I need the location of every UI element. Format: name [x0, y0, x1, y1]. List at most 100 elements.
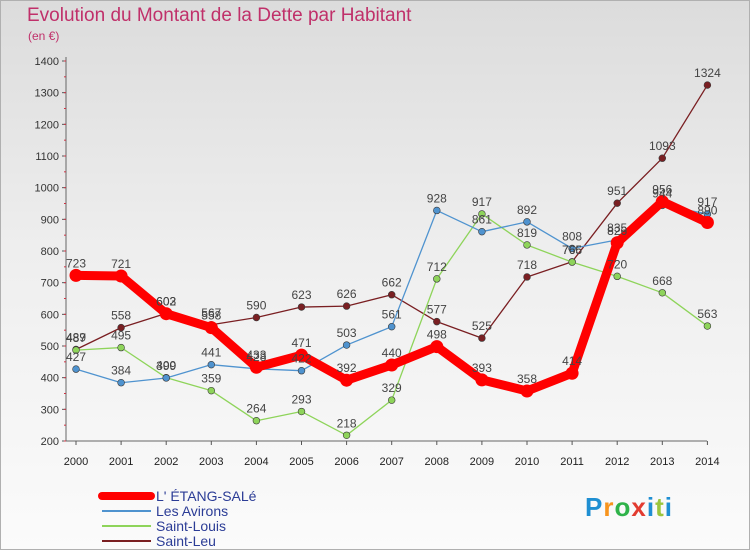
- data-label: 766: [562, 243, 582, 257]
- data-point: [568, 258, 576, 266]
- data-point: [613, 199, 621, 207]
- data-point: [342, 302, 351, 310]
- data-point: [117, 323, 125, 332]
- y-tick-label: 300: [41, 404, 59, 416]
- data-point: [159, 307, 173, 321]
- data-label: 826: [607, 224, 627, 238]
- data-label: 917: [697, 195, 717, 209]
- y-tick-label: 500: [41, 341, 59, 353]
- data-label: 956: [652, 183, 672, 197]
- data-point: [568, 244, 576, 253]
- data-point: [388, 322, 396, 331]
- data-label: 819: [517, 226, 537, 240]
- data-label: 563: [697, 307, 717, 321]
- data-point: [295, 348, 308, 362]
- x-tick-label: 2001: [109, 456, 133, 468]
- x-tick-label: 2005: [289, 456, 313, 468]
- data-label: 218: [337, 416, 357, 430]
- data-label: 487: [66, 331, 86, 345]
- data-label: 489: [66, 330, 86, 344]
- y-tick-label: 700: [41, 278, 59, 290]
- data-label: 723: [66, 256, 86, 270]
- data-label: 392: [337, 361, 357, 375]
- x-tick-label: 2007: [379, 456, 403, 468]
- data-label: 433: [246, 348, 266, 362]
- data-point: [523, 218, 531, 226]
- y-tick-label: 1100: [35, 151, 59, 163]
- x-tick-label: 2011: [560, 456, 584, 468]
- data-point: [523, 241, 531, 249]
- data-point: [388, 291, 396, 299]
- x-tick-label: 2002: [154, 456, 178, 468]
- data-point: [655, 195, 669, 209]
- data-label: 399: [156, 359, 176, 373]
- y-tick-label: 1400: [35, 56, 59, 68]
- data-label: 471: [291, 336, 311, 350]
- data-point: [610, 236, 624, 250]
- data-point: [478, 227, 486, 236]
- data-label: 561: [382, 308, 402, 322]
- data-label: 626: [337, 287, 357, 301]
- data-point: [478, 210, 486, 218]
- data-label: 384: [111, 364, 131, 378]
- data-point: [297, 367, 306, 375]
- data-point: [249, 360, 263, 374]
- data-point: [252, 417, 261, 425]
- y-tick-label: 400: [41, 373, 59, 385]
- data-point: [475, 373, 489, 387]
- data-label: 861: [472, 213, 492, 227]
- y-tick-label: 600: [41, 309, 59, 321]
- data-label: 668: [652, 274, 672, 288]
- data-label: 662: [382, 276, 402, 290]
- y-tick-label: 1000: [35, 183, 59, 195]
- data-label: 892: [517, 203, 537, 217]
- data-label: 427: [66, 350, 86, 364]
- data-label: 835: [607, 221, 627, 235]
- data-point: [69, 268, 83, 282]
- data-label: 498: [427, 328, 447, 342]
- y-tick-label: 1200: [35, 119, 59, 131]
- data-label: 293: [291, 393, 311, 407]
- x-tick-label: 2010: [515, 456, 539, 468]
- legend-label: L' ÉTANG-SALé: [156, 488, 257, 504]
- data-point: [613, 272, 621, 281]
- legend-label: Saint-Louis: [156, 518, 227, 534]
- data-label: 602: [156, 295, 176, 309]
- x-tick-label: 2006: [334, 456, 358, 468]
- data-point: [114, 269, 128, 283]
- data-label: 720: [607, 257, 627, 271]
- x-tick-label: 2000: [64, 456, 88, 468]
- proxiti-logo: Proxiti: [585, 492, 673, 522]
- data-point: [478, 334, 486, 342]
- data-label: 567: [201, 306, 221, 320]
- y-tick-label: 1300: [35, 88, 59, 100]
- x-tick-label: 2009: [470, 456, 494, 468]
- data-label: 623: [291, 288, 311, 302]
- data-label: 928: [427, 191, 447, 205]
- y-tick-label: 200: [41, 436, 59, 448]
- data-point: [658, 289, 666, 297]
- data-label: 495: [111, 329, 131, 343]
- data-point: [72, 346, 80, 354]
- data-label: 808: [562, 229, 582, 243]
- data-point: [703, 81, 712, 89]
- x-tick-label: 2003: [199, 456, 223, 468]
- data-point: [297, 407, 306, 416]
- data-label: 1324: [694, 66, 721, 80]
- x-tick-label: 2004: [244, 456, 268, 468]
- data-label: 577: [427, 303, 447, 317]
- y-tick-label: 800: [41, 246, 59, 258]
- data-label: 329: [382, 381, 402, 395]
- data-label: 440: [382, 346, 402, 360]
- chart-title: Evolution du Montant de la Dette par Hab…: [27, 5, 412, 26]
- data-point: [430, 340, 444, 354]
- data-label: 765: [562, 243, 582, 257]
- data-point: [207, 360, 216, 369]
- data-point: [340, 373, 354, 387]
- data-label: 890: [697, 204, 717, 218]
- legend-label: Les Avirons: [156, 503, 229, 519]
- chart-subtitle: (en €): [28, 29, 60, 43]
- data-label: 944: [652, 186, 672, 200]
